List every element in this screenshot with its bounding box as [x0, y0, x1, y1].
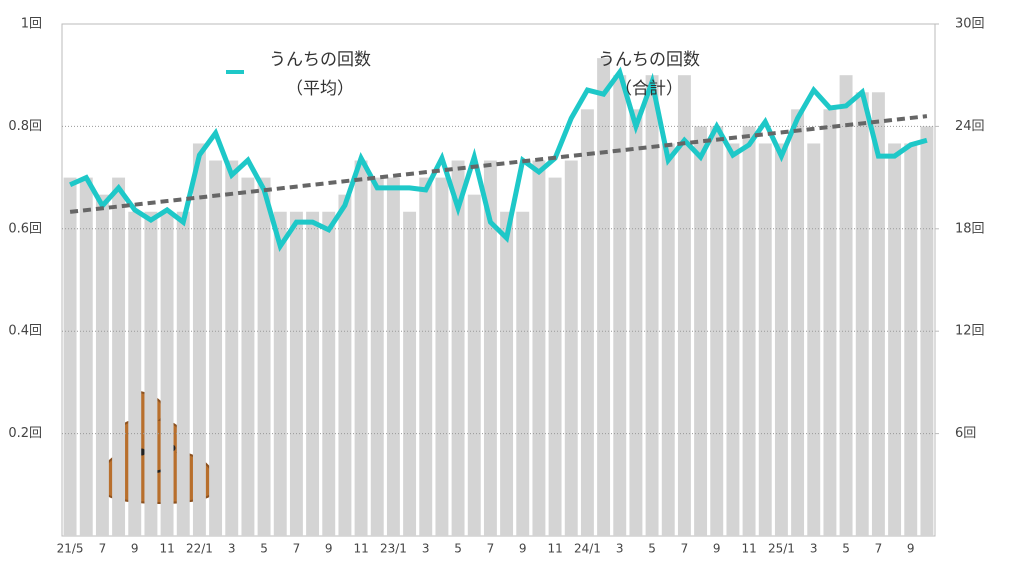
bar [95, 194, 109, 536]
bar [791, 109, 805, 536]
bar [564, 160, 578, 537]
bar [435, 177, 449, 536]
bar [613, 75, 627, 536]
bar [241, 177, 255, 536]
legend-label: うんちの回数（合計） [598, 50, 700, 99]
bar [112, 177, 126, 536]
bar [403, 211, 417, 536]
bar [209, 160, 223, 537]
plot-area [61, 23, 936, 537]
y-tick-label: 1回 [21, 17, 42, 32]
bar [694, 126, 708, 537]
y2-tick-label: 18回 [955, 221, 985, 236]
bar [661, 143, 675, 536]
bar [451, 160, 465, 537]
x-tick-label: 5 [260, 542, 268, 556]
x-tick-label: 25/1 [768, 542, 795, 556]
bar [176, 211, 190, 536]
x-tick-label: 3 [422, 542, 430, 556]
y-tick-label: 0.8回 [8, 119, 42, 134]
bar [807, 143, 821, 536]
x-tick-label: 22/1 [186, 542, 213, 556]
bar [128, 211, 142, 536]
x-tick-label: 5 [648, 542, 656, 556]
bar [516, 211, 530, 536]
x-tick-label: 9 [519, 542, 527, 556]
x-tick-label: 7 [681, 542, 689, 556]
x-tick-label: 9 [907, 542, 915, 556]
bar [257, 177, 271, 536]
x-tick-label: 24/1 [574, 542, 601, 556]
x-tick-label: 7 [875, 542, 883, 556]
bar [645, 75, 659, 536]
bar [532, 160, 546, 537]
x-tick-label: 5 [454, 542, 462, 556]
bar [273, 211, 287, 536]
bar [774, 143, 788, 536]
bar [758, 143, 772, 536]
bar [855, 92, 869, 537]
y2-tick-label: 12回 [955, 324, 985, 339]
bar [888, 143, 902, 536]
x-tick-label: 5 [842, 542, 850, 556]
bar [597, 58, 611, 537]
bar [63, 177, 77, 536]
bar [823, 109, 837, 536]
bar [548, 177, 562, 536]
x-tick-label: 9 [325, 542, 333, 556]
trend-line [69, 114, 928, 214]
x-tick-label: 11 [353, 542, 368, 556]
bar [144, 211, 158, 536]
bar [322, 211, 336, 536]
bar [483, 160, 497, 537]
x-tick-label: 3 [616, 542, 624, 556]
bar [467, 194, 481, 536]
bar [871, 92, 885, 537]
bar [839, 75, 853, 536]
bar [354, 160, 368, 537]
x-tick-label: 23/1 [380, 542, 407, 556]
bar [370, 177, 384, 536]
y2-tick-label: 6回 [955, 426, 976, 441]
y2-tick-label: 24回 [955, 119, 985, 134]
x-tick-label: 9 [131, 542, 139, 556]
bar [677, 75, 691, 536]
line [69, 66, 928, 253]
x-tick-label: 11 [741, 542, 756, 556]
y-tick-label: 0.2回 [8, 426, 42, 441]
x-tick-label: 3 [228, 542, 236, 556]
bar [500, 211, 514, 536]
y-tick-label: 0.6回 [8, 221, 42, 236]
x-tick-label: 7 [487, 542, 495, 556]
x-tick-label: 9 [713, 542, 721, 556]
bar [580, 109, 594, 536]
x-tick-label: 7 [99, 542, 107, 556]
bar [386, 177, 400, 536]
y2-tick-label: 30回 [955, 17, 985, 32]
bar [225, 160, 239, 537]
y-tick-label: 0.4回 [8, 324, 42, 339]
legend-label: うんちの回数（平均） [269, 50, 371, 99]
x-tick-label: 3 [810, 542, 818, 556]
x-tick-label: 7 [293, 542, 301, 556]
x-tick-label: 21/5 [57, 542, 84, 556]
bar [419, 177, 433, 536]
bar [289, 211, 303, 536]
x-tick-label: 11 [547, 542, 562, 556]
bar [306, 211, 320, 536]
bar [160, 211, 174, 536]
bar [904, 143, 918, 536]
bar [338, 194, 352, 536]
x-tick-label: 11 [159, 542, 174, 556]
bar [79, 177, 93, 536]
bar [629, 109, 643, 536]
bar [192, 143, 206, 536]
bar [726, 143, 740, 536]
